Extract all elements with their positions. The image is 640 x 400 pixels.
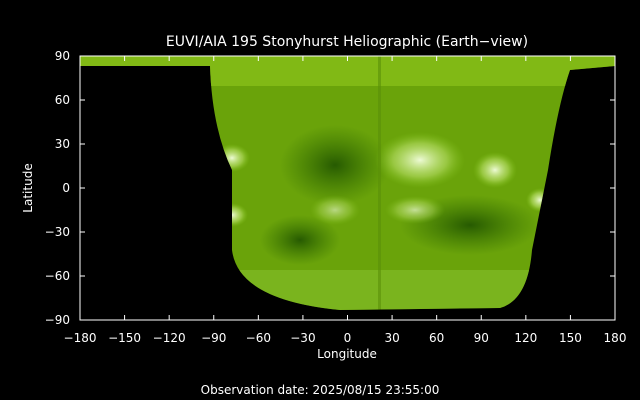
chart-title: EUVI/AIA 195 Stonyhurst Heliographic (Ea… — [166, 34, 528, 50]
x-tick-label: 180 — [604, 331, 627, 345]
x-tick-label: 150 — [559, 331, 582, 345]
solar-map-image — [80, 56, 615, 310]
x-tick-label: 120 — [514, 331, 537, 345]
x-tick-label: −60 — [246, 331, 271, 345]
y-tick-label: −60 — [45, 269, 70, 283]
x-tick-label: 30 — [384, 331, 399, 345]
y-tick-label: 0 — [62, 181, 70, 195]
x-tick-label: 0 — [344, 331, 352, 345]
x-axis-ticks: −180 −150 −120 −90 −60 −30 0 30 60 90 120 150 180 — [64, 56, 627, 345]
y-axis-ticks: 90 60 30 0 −30 −60 −90 — [45, 49, 615, 327]
x-tick-label: 60 — [429, 331, 444, 345]
x-tick-label: −150 — [108, 331, 141, 345]
y-axis-label: Latitude — [21, 163, 35, 212]
y-tick-label: −30 — [45, 225, 70, 239]
x-tick-label: −180 — [64, 331, 97, 345]
y-tick-label: −90 — [45, 313, 70, 327]
y-tick-label: 30 — [55, 137, 70, 151]
x-tick-label: −120 — [153, 331, 186, 345]
x-tick-label: −30 — [290, 331, 315, 345]
x-tick-label: −90 — [201, 331, 226, 345]
y-tick-label: 90 — [55, 49, 70, 63]
x-tick-label: 90 — [474, 331, 489, 345]
x-axis-label: Longitude — [317, 347, 377, 361]
y-tick-label: 60 — [55, 93, 70, 107]
observation-date: Observation date: 2025/08/15 23:55:00 — [201, 383, 440, 397]
